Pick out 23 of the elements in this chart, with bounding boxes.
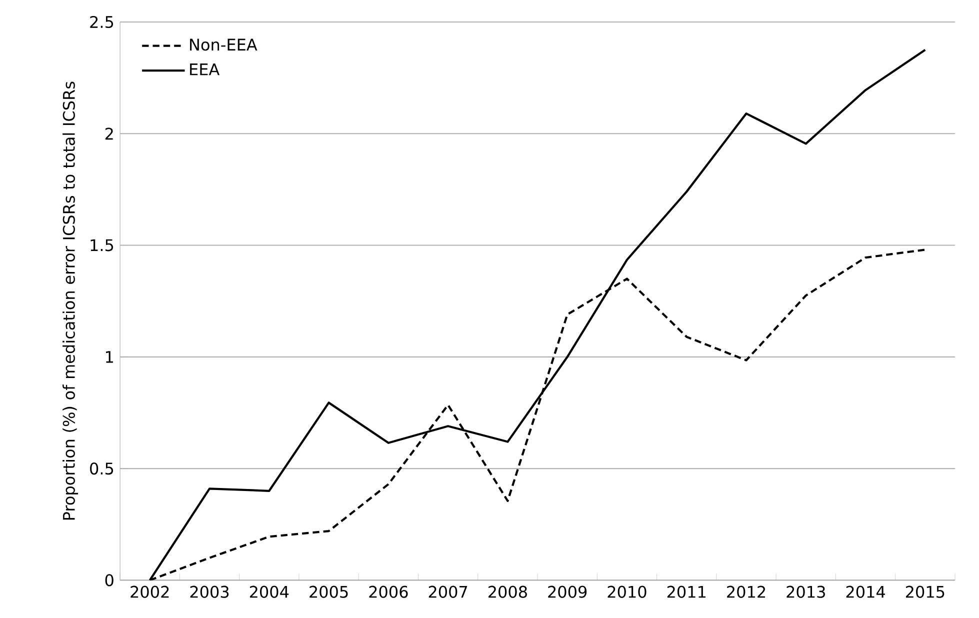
- x-tick-label: 2013: [786, 586, 825, 598]
- x-tick-label: 2015: [906, 586, 944, 598]
- x-tick-label: 2005: [310, 586, 348, 598]
- y-tick-label: 1: [106, 350, 113, 363]
- x-tick-label: 2011: [667, 586, 706, 598]
- legend-label: EEA: [190, 63, 220, 76]
- x-tick-label: 2003: [190, 586, 229, 598]
- x-tick-label: 2014: [846, 586, 885, 598]
- x-tick-label: 2007: [428, 586, 468, 598]
- y-tick-label: 1.5: [90, 239, 114, 252]
- y-tick-label: 2: [105, 128, 113, 140]
- y-tick-label: 0.5: [90, 462, 114, 475]
- y-tick-label: 2.5: [90, 16, 114, 28]
- x-tick-label: 2010: [608, 586, 646, 598]
- legend-label: Non-EEA: [190, 38, 258, 51]
- x-tick-label: 2004: [250, 586, 289, 598]
- y-tick-label: 0: [105, 574, 114, 586]
- x-tick-label: 2002: [130, 586, 169, 598]
- y-axis-title: Proportion (%) of medication error ICSRs to total ICSRs: [62, 82, 78, 520]
- x-tick-label: 2008: [488, 586, 527, 598]
- x-tick-label: 2012: [727, 586, 766, 598]
- x-tick-label: 2009: [548, 586, 587, 598]
- x-tick-label: 2006: [369, 586, 408, 598]
